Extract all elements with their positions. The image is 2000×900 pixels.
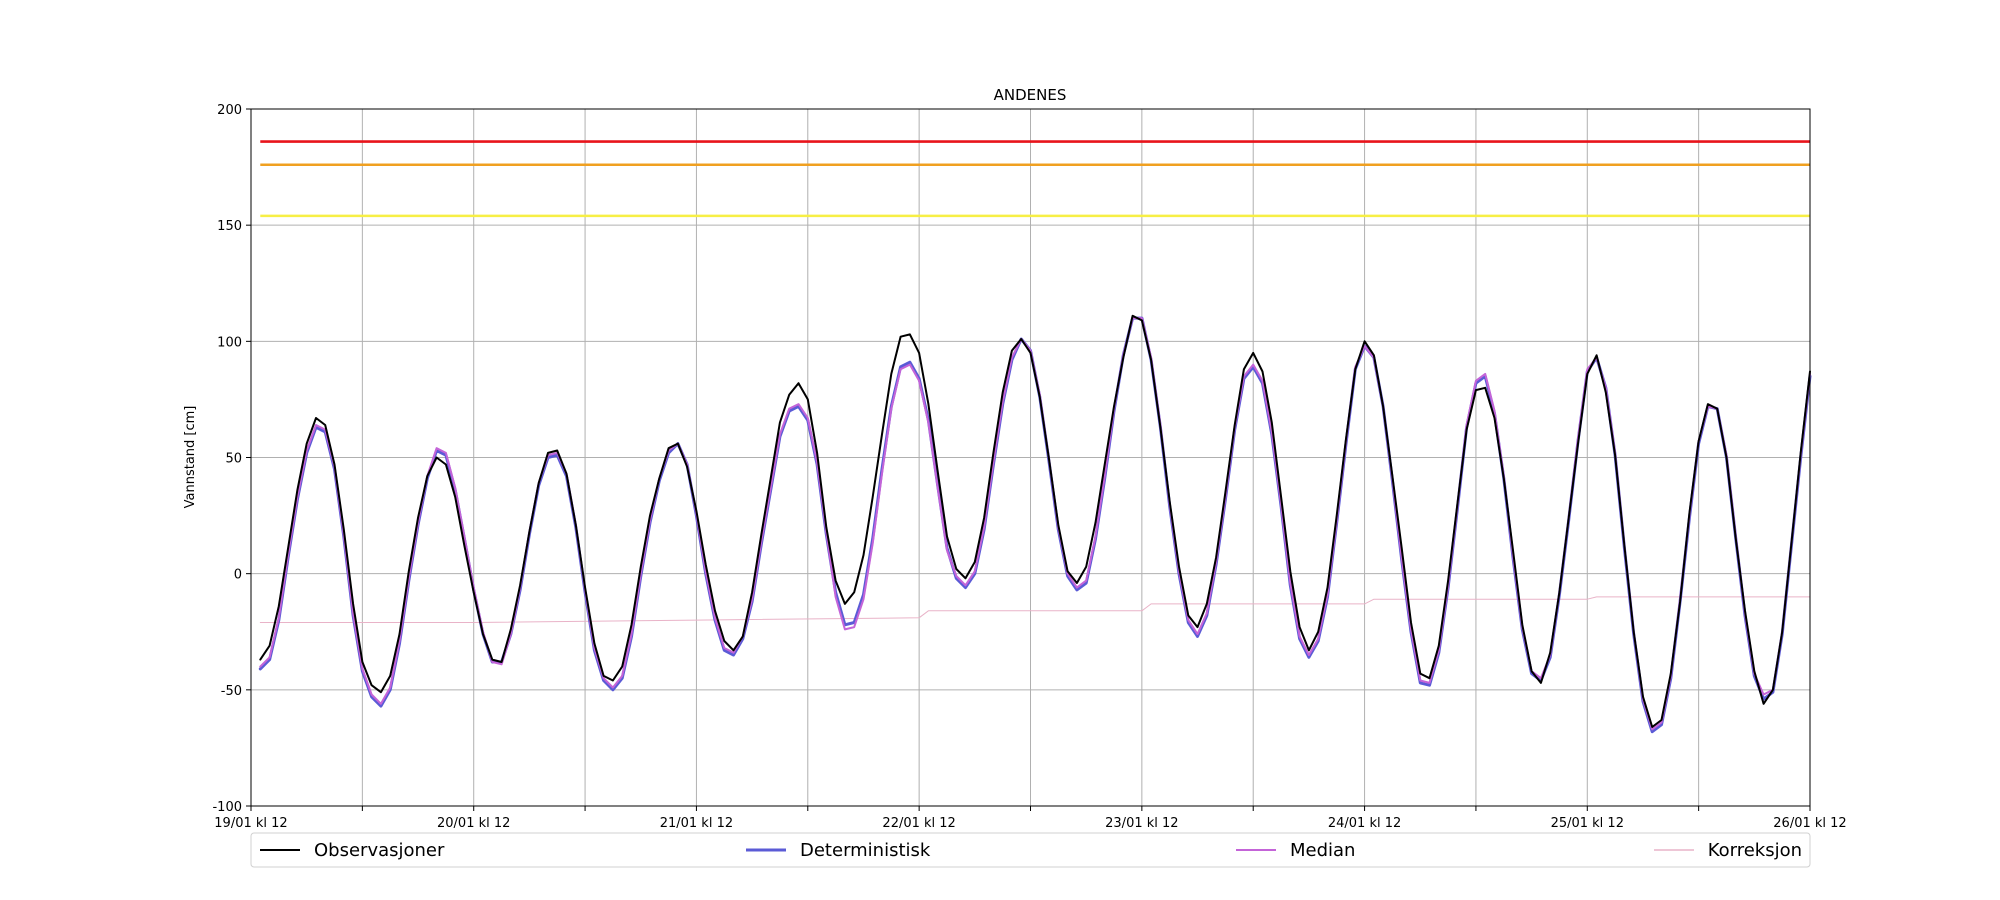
legend-frame (250, 832, 1811, 868)
y-axis: -100 -50 0 50 100 150 200 (212, 103, 251, 815)
y-tick-label: -100 (212, 800, 242, 815)
y-tick-label: 150 (217, 219, 242, 234)
legend-label-observasjoner: Observasjoner (314, 840, 445, 861)
legend: Observasjoner Deterministisk Median Korreks… (250, 832, 1811, 868)
x-tick-label: 26/01 kl 12 (1773, 816, 1846, 831)
y-tick-label: 0 (234, 568, 242, 583)
series-lines (258, 314, 1812, 734)
x-tick-label: 21/01 kl 12 (660, 816, 733, 831)
series-line-korreksjon (259, 596, 1811, 623)
y-tick-label: -50 (221, 684, 242, 699)
y-tick-label: 100 (217, 335, 242, 350)
x-tick-label: 24/01 kl 12 (1328, 816, 1401, 831)
x-axis: 19/01 kl 12 20/01 kl 12 21/01 kl 12 22/01 k… (214, 806, 1847, 831)
x-tick-label: 25/01 kl 12 (1551, 816, 1624, 831)
y-tick-label: 50 (225, 452, 242, 467)
x-tick-label: 19/01 kl 12 (214, 816, 287, 831)
x-tick-label: 20/01 kl 12 (437, 816, 510, 831)
x-tick-label: 23/01 kl 12 (1105, 816, 1178, 831)
series-line-deterministisk (258, 316, 1812, 734)
x-tick-label: 22/01 kl 12 (882, 816, 955, 831)
legend-label-korreksjon: Korreksjon (1708, 840, 1802, 861)
legend-label-median: Median (1290, 840, 1355, 861)
chart-title: ANDENES (994, 86, 1067, 104)
y-axis-label: Vannstand [cm] (183, 406, 198, 509)
series-line-observasjoner (259, 314, 1811, 728)
legend-label-deterministisk: Deterministisk (800, 840, 931, 861)
threshold-lines (260, 140, 1810, 218)
y-tick-label: 200 (217, 103, 242, 118)
